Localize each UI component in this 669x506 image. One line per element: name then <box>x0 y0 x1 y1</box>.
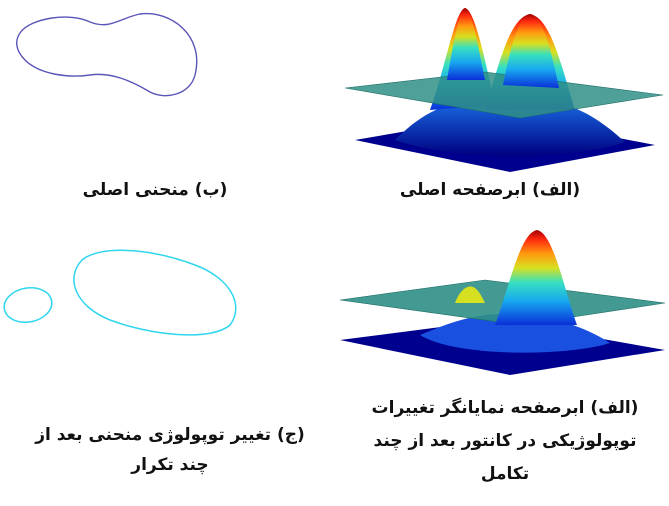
caption-evolved-surface: (الف) ابرصفحه نمایانگر تغییرات توپولوژیک… <box>345 392 665 491</box>
original-curve <box>16 12 198 97</box>
caption-original-surface: (الف) ابرصفحه اصلی <box>399 180 581 200</box>
cutting-plane-2 <box>339 279 666 326</box>
original-curve-panel <box>0 0 230 110</box>
caption-evolved-surface-line-2: توپولوژیکی در کانتور بعد از چند <box>373 431 637 451</box>
original-surface <box>344 8 664 172</box>
evolved-surface-panel <box>335 225 669 385</box>
caption-evolved-surface-line-1: (الف) ابرصفحه نمایانگر تغییرات <box>371 398 639 418</box>
original-surface-panel <box>335 0 669 175</box>
small-bump <box>455 286 485 303</box>
caption-original-curve: (ب) منحنی اصلی <box>82 180 228 200</box>
main-peak <box>495 230 577 325</box>
large-curve <box>73 249 237 336</box>
evolved-curves <box>3 249 237 336</box>
evolved-surface <box>339 230 666 375</box>
caption-evolved-curve: (ج) تغییر توپولوژی منحنی بعد از چند تکرا… <box>35 425 305 475</box>
original-curve-path <box>16 12 198 97</box>
base-mound <box>395 99 625 156</box>
right-peak-top <box>503 14 559 88</box>
left-peak-top <box>447 8 485 80</box>
cutting-plane <box>344 71 664 119</box>
small-curve <box>3 286 53 324</box>
caption-evolved-surface-line-3: تکامل <box>480 464 530 484</box>
evolved-curve-panel <box>0 230 260 350</box>
